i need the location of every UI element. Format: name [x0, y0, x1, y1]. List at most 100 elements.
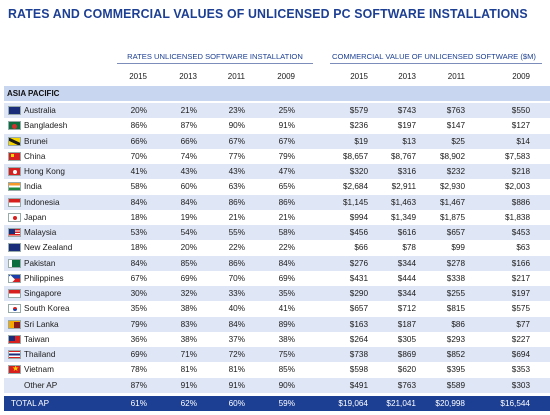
- rate-cell: 22%: [278, 243, 295, 253]
- country-name: Taiwan: [24, 334, 50, 344]
- value-cell: $290: [349, 289, 368, 298]
- rate-cell: 79%: [130, 319, 147, 329]
- value-cell: $8,767: [390, 151, 416, 161]
- rate-cell: 65%: [278, 182, 295, 192]
- value-cell: $575: [511, 304, 530, 314]
- year-header: 2015: [129, 72, 147, 81]
- value-cell: $19: [354, 136, 368, 146]
- value-cell: $166: [511, 258, 530, 268]
- country-name: China: [24, 151, 46, 161]
- value-cell: $86: [451, 319, 465, 329]
- table-row: Thailand 69% 71% 72% 75% $738 $869 $852 $694: [4, 347, 550, 363]
- data-table: Australia 20% 21% 23% 25% $579 $743 $763 $550 Ban…: [4, 103, 550, 393]
- value-cell: $276: [349, 258, 368, 268]
- value-cell: $303: [511, 380, 530, 390]
- value-cell: $2,930: [439, 182, 465, 192]
- country-name: South Korea: [24, 304, 70, 314]
- total-value: 59%: [278, 399, 295, 408]
- value-cell: $456: [349, 228, 368, 237]
- value-cell: $344: [397, 289, 416, 298]
- country-flag-icon: [8, 212, 21, 222]
- country-name: Japan: [24, 212, 47, 222]
- value-cell: $127: [511, 121, 530, 131]
- value-cell: $78: [402, 243, 416, 253]
- value-cell: $8,902: [439, 151, 465, 161]
- rate-cell: 22%: [228, 243, 245, 253]
- country-name: Vietnam: [24, 365, 54, 375]
- table-row: Vietnam 78% 81% 81% 85% $598 $620 $395 $353: [4, 362, 550, 378]
- rate-cell: 37%: [228, 334, 245, 344]
- value-cell: $236: [349, 121, 368, 131]
- value-cell: $66: [354, 243, 368, 253]
- rate-cell: 85%: [278, 365, 295, 375]
- rate-cell: 38%: [278, 334, 295, 344]
- rate-cell: 35%: [130, 304, 147, 314]
- rate-cell: 41%: [130, 167, 147, 176]
- rate-cell: 54%: [180, 228, 197, 237]
- value-cell: $316: [397, 167, 416, 176]
- rate-cell: 67%: [228, 136, 245, 146]
- rates-group-header: RATES UNLICENSED SOFTWARE INSTALLATION: [127, 52, 303, 61]
- total-value: $19,064: [338, 399, 368, 408]
- country-flag-icon: [8, 289, 21, 298]
- year-header: 2013: [179, 72, 197, 81]
- rate-cell: 43%: [180, 167, 197, 176]
- value-cell: $491: [349, 380, 368, 390]
- value-cell: $320: [349, 167, 368, 176]
- country-name: Malaysia: [24, 228, 57, 237]
- country-name: Bangladesh: [24, 121, 68, 131]
- country-flag-icon: [8, 136, 21, 146]
- rate-cell: 84%: [130, 258, 147, 268]
- country-flag-icon: [8, 304, 21, 314]
- country-flag-icon: [8, 121, 21, 131]
- rate-cell: 58%: [278, 228, 295, 237]
- table-row: South Korea 35% 38% 40% 41% $657 $712 $815 $575: [4, 301, 550, 317]
- value-cell: $353: [511, 365, 530, 375]
- rate-cell: 84%: [130, 197, 147, 207]
- rate-cell: 30%: [130, 289, 147, 298]
- rate-cell: 55%: [228, 228, 245, 237]
- rate-cell: 91%: [228, 380, 245, 390]
- value-cell: $712: [397, 304, 416, 314]
- rate-cell: 66%: [180, 136, 197, 146]
- table-row: Japan 18% 19% 21% 21% $994 $1,349 $1,875 $1,838: [4, 209, 550, 225]
- value-cell: $293: [446, 334, 465, 344]
- value-cell: $657: [446, 228, 465, 237]
- table-row: Malaysia 53% 54% 55% 58% $456 $616 $657 $453: [4, 225, 550, 241]
- rate-cell: 43%: [228, 167, 245, 176]
- table-row: Indonesia 84% 84% 86% 86% $1,145 $1,463 $1,467 $…: [4, 194, 550, 210]
- rate-cell: 69%: [130, 350, 147, 359]
- value-cell: $1,838: [504, 212, 530, 222]
- value-cell: $217: [511, 273, 530, 283]
- country-name: New Zealand: [24, 243, 73, 253]
- value-cell: $25: [451, 136, 465, 146]
- value-cell: $232: [446, 167, 465, 176]
- rate-cell: 70%: [130, 151, 147, 161]
- rate-cell: 78%: [130, 365, 147, 375]
- rate-cell: 18%: [130, 212, 147, 222]
- country-name: Hong Kong: [24, 167, 65, 176]
- rate-cell: 90%: [278, 380, 295, 390]
- year-header: 2015: [350, 72, 368, 81]
- value-cell: $7,583: [504, 151, 530, 161]
- rate-cell: 86%: [228, 258, 245, 268]
- rate-cell: 70%: [228, 273, 245, 283]
- table-row: China 70% 74% 77% 79% $8,657 $8,767 $8,902 $7,58…: [4, 148, 550, 164]
- value-cell: $163: [349, 319, 368, 329]
- year-header-row: 2015 2013 2011 2009 2015 2013 2011 2009: [0, 72, 550, 84]
- table-row: India 58% 60% 63% 65% $2,684 $2,911 $2,930 $2,00…: [4, 179, 550, 195]
- rate-cell: 38%: [180, 304, 197, 314]
- year-header: 2011: [227, 72, 245, 81]
- rate-cell: 47%: [278, 167, 295, 176]
- rate-cell: 40%: [228, 304, 245, 314]
- rate-cell: 19%: [180, 212, 197, 222]
- value-cell: $694: [511, 350, 530, 359]
- value-cell: $1,875: [439, 212, 465, 222]
- total-value: 61%: [130, 399, 147, 408]
- country-flag-icon: [8, 151, 21, 161]
- value-cell: $305: [397, 334, 416, 344]
- value-cell: $598: [349, 365, 368, 375]
- rate-cell: 84%: [278, 258, 295, 268]
- rate-cell: 53%: [130, 228, 147, 237]
- value-cell: $763: [397, 380, 416, 390]
